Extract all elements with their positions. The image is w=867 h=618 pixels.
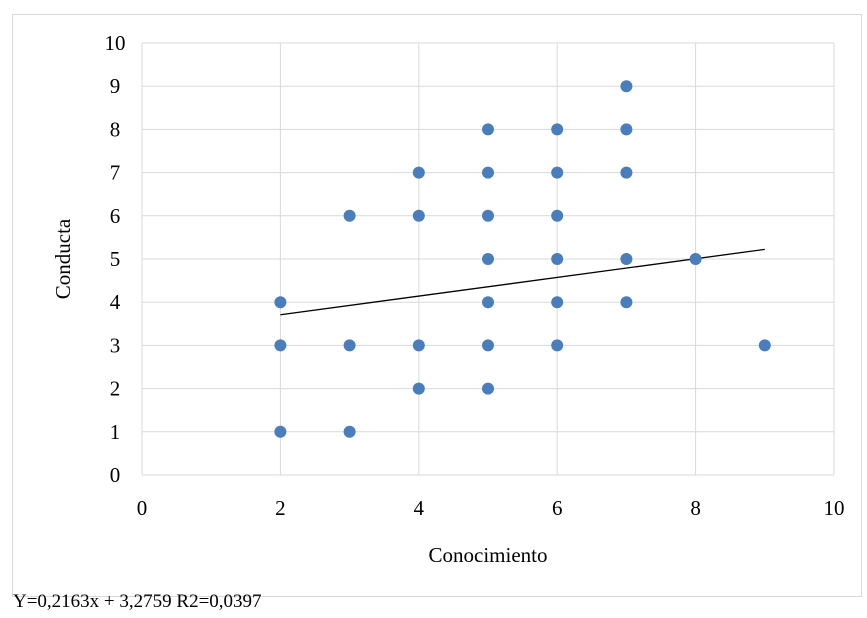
data-point xyxy=(689,253,702,265)
data-point xyxy=(482,253,494,265)
trendline xyxy=(280,248,765,316)
data-point xyxy=(482,339,494,352)
data-point xyxy=(343,209,356,222)
regression-equation: Y=0,2163x + 3,2759 R2=0,0397 xyxy=(13,591,262,612)
data-point xyxy=(551,339,564,352)
data-point xyxy=(551,296,564,309)
data-point xyxy=(274,339,287,352)
y-tick-label: 4 xyxy=(110,290,121,314)
x-tick-label: 4 xyxy=(414,496,425,520)
data-point xyxy=(620,253,633,265)
data-point xyxy=(620,166,633,179)
x-axis-title: Conocimiento xyxy=(429,543,548,567)
y-tick-label: 5 xyxy=(110,247,121,271)
y-tick-label: 1 xyxy=(110,420,121,444)
x-tick-label: 10 xyxy=(824,496,845,520)
x-tick-label: 0 xyxy=(137,496,148,520)
data-point xyxy=(551,253,564,265)
x-tick-label: 2 xyxy=(275,496,286,520)
data-point xyxy=(482,382,494,395)
data-point xyxy=(412,382,425,395)
trendline-group xyxy=(280,248,765,316)
chart-frame xyxy=(12,14,862,597)
y-tick-labels: 0 1 2 3 4 5 6 7 8 9 10 xyxy=(105,31,126,487)
data-point xyxy=(482,123,494,136)
y-tick-label: 10 xyxy=(105,31,126,55)
y-tick-label: 3 xyxy=(110,333,121,357)
data-point xyxy=(758,339,771,352)
y-tick-label: 7 xyxy=(110,161,121,185)
y-tick-label: 8 xyxy=(110,117,121,141)
y-axis-title: Conducta xyxy=(51,218,75,299)
data-point xyxy=(551,166,564,179)
y-tick-label: 2 xyxy=(110,377,121,401)
data-point xyxy=(620,123,633,136)
data-point xyxy=(412,166,425,179)
x-tick-label: 8 xyxy=(690,496,701,520)
data-point xyxy=(620,296,633,309)
data-point xyxy=(482,296,494,309)
data-point xyxy=(482,166,494,179)
y-tick-label: 6 xyxy=(110,204,121,228)
data-point xyxy=(343,339,356,352)
data-points xyxy=(274,80,771,438)
data-point xyxy=(412,209,425,222)
data-point xyxy=(274,425,287,438)
data-point xyxy=(620,80,633,93)
x-tick-labels: 0 2 4 6 8 10 xyxy=(137,496,845,520)
data-point xyxy=(412,339,425,352)
grid-lines xyxy=(141,42,835,476)
data-point xyxy=(274,296,287,309)
y-tick-label: 9 xyxy=(110,74,121,98)
data-point xyxy=(551,123,564,136)
data-point xyxy=(482,209,494,222)
y-tick-label: 0 xyxy=(110,463,121,487)
x-tick-label: 6 xyxy=(552,496,563,520)
data-point xyxy=(343,425,356,438)
data-point xyxy=(551,209,564,222)
